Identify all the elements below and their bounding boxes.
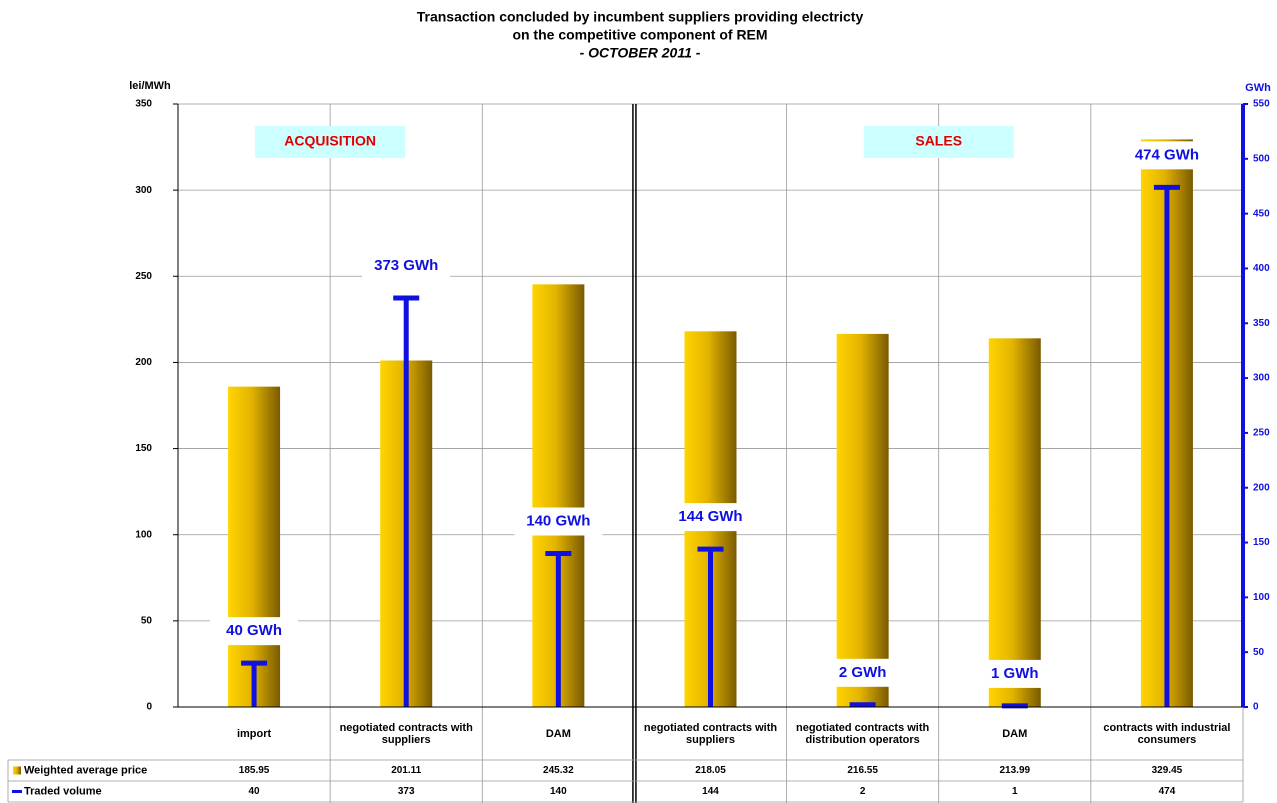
y2-tick-label: 0 (1253, 702, 1259, 713)
value-label: 1 GWh (991, 665, 1039, 682)
y-tick-label: 150 (135, 443, 152, 454)
table-cell: 201.11 (391, 765, 421, 776)
y2-tick-label: 200 (1253, 482, 1270, 493)
x-tick-label-box: negotiated contracts with suppliers (643, 721, 778, 746)
table-cell: 373 (398, 786, 415, 797)
y-tick-label: 200 (135, 357, 152, 368)
y2-tick-label: 350 (1253, 318, 1270, 329)
y-tick-label: 350 (135, 99, 152, 110)
value-label: 373 GWh (374, 257, 438, 274)
x-tick-label: DAM (545, 727, 571, 740)
x-tick-label: import (236, 727, 272, 740)
y2-tick-label: 550 (1253, 99, 1270, 110)
table-cell: 329.45 (1152, 765, 1183, 776)
annotation-box (863, 126, 1014, 158)
y2-axis-label: GWh (1245, 82, 1271, 94)
y-tick-label: 300 (135, 185, 152, 196)
bar (988, 338, 1041, 707)
annotation: ACQUISITION (284, 133, 376, 149)
table-cell: 140 (550, 786, 567, 797)
value-label: 474 GWh (1135, 146, 1199, 163)
table-cell: 2 (860, 786, 866, 797)
y-axis-label: lei/MWh (129, 80, 171, 92)
x-tick-label: DAM (1002, 727, 1028, 740)
y2-tick-label: 300 (1253, 373, 1270, 384)
x-tick-label-box: DAM (1002, 727, 1028, 740)
table-cell: 245.32 (543, 765, 574, 776)
y2-tick-label: 500 (1253, 153, 1270, 164)
y-tick-label: 0 (146, 702, 152, 713)
y2-tick-label: 400 (1253, 263, 1270, 274)
y-tick-label: 50 (141, 615, 153, 626)
x-tick-label-box: import (236, 727, 272, 740)
table-cell: 185.95 (239, 765, 270, 776)
y2-tick-label: 250 (1253, 428, 1270, 439)
x-tick-label: contracts with industrial consumers (1103, 721, 1231, 746)
table-cell: 1 (1012, 786, 1018, 797)
x-tick-label: negotiated contracts with suppliers (643, 721, 778, 746)
value-label: 140 GWh (526, 512, 590, 529)
table-cell: 218.05 (695, 765, 726, 776)
chart-title: Transaction concluded by incumbent suppl… (417, 9, 864, 25)
table-cell: 474 (1159, 786, 1176, 797)
value-label-box (210, 617, 299, 646)
x-tick-label: negotiated contracts with distribution o… (796, 721, 930, 746)
bar (836, 333, 889, 707)
y2-tick-label: 450 (1253, 208, 1270, 219)
table-cell: 144 (702, 786, 719, 797)
y2-tick-label: 50 (1253, 647, 1265, 658)
legend-swatch (13, 766, 21, 775)
value-label: 40 GWh (226, 622, 282, 639)
x-tick-label-box: contracts with industrial consumers (1103, 721, 1231, 746)
y2-tick-label: 150 (1253, 537, 1270, 548)
value-label-box (970, 659, 1059, 688)
bar (228, 386, 281, 707)
table-cell: 216.55 (847, 765, 878, 776)
value-label-box (1122, 141, 1211, 170)
x-tick-label-box: negotiated contracts with distribution o… (796, 721, 930, 746)
x-tick-label-box: DAM (545, 727, 571, 740)
legend-label: Traded volume (24, 785, 102, 797)
value-label-box (666, 503, 755, 532)
value-label-box (362, 252, 451, 281)
table-cell: 213.99 (999, 765, 1030, 776)
x-tick-label: negotiated contracts with suppliers (339, 721, 473, 746)
chart-title: on the competitive component of REM (512, 27, 767, 43)
value-label: 2 GWh (839, 664, 887, 681)
y-tick-label: 250 (135, 271, 152, 282)
table-cell: 40 (249, 786, 261, 797)
y-tick-label: 100 (135, 529, 152, 540)
x-tick-label-box: negotiated contracts with suppliers (339, 721, 473, 746)
legend-label: Weighted average price (24, 764, 147, 776)
value-label-box (514, 507, 603, 536)
y2-tick-label: 100 (1253, 592, 1270, 603)
value-label: 144 GWh (678, 508, 742, 525)
chart-subtitle: - OCTOBER 2011 - (580, 45, 701, 61)
value-label-box (818, 658, 907, 687)
annotation-box (255, 126, 406, 158)
annotation: SALES (915, 133, 962, 149)
